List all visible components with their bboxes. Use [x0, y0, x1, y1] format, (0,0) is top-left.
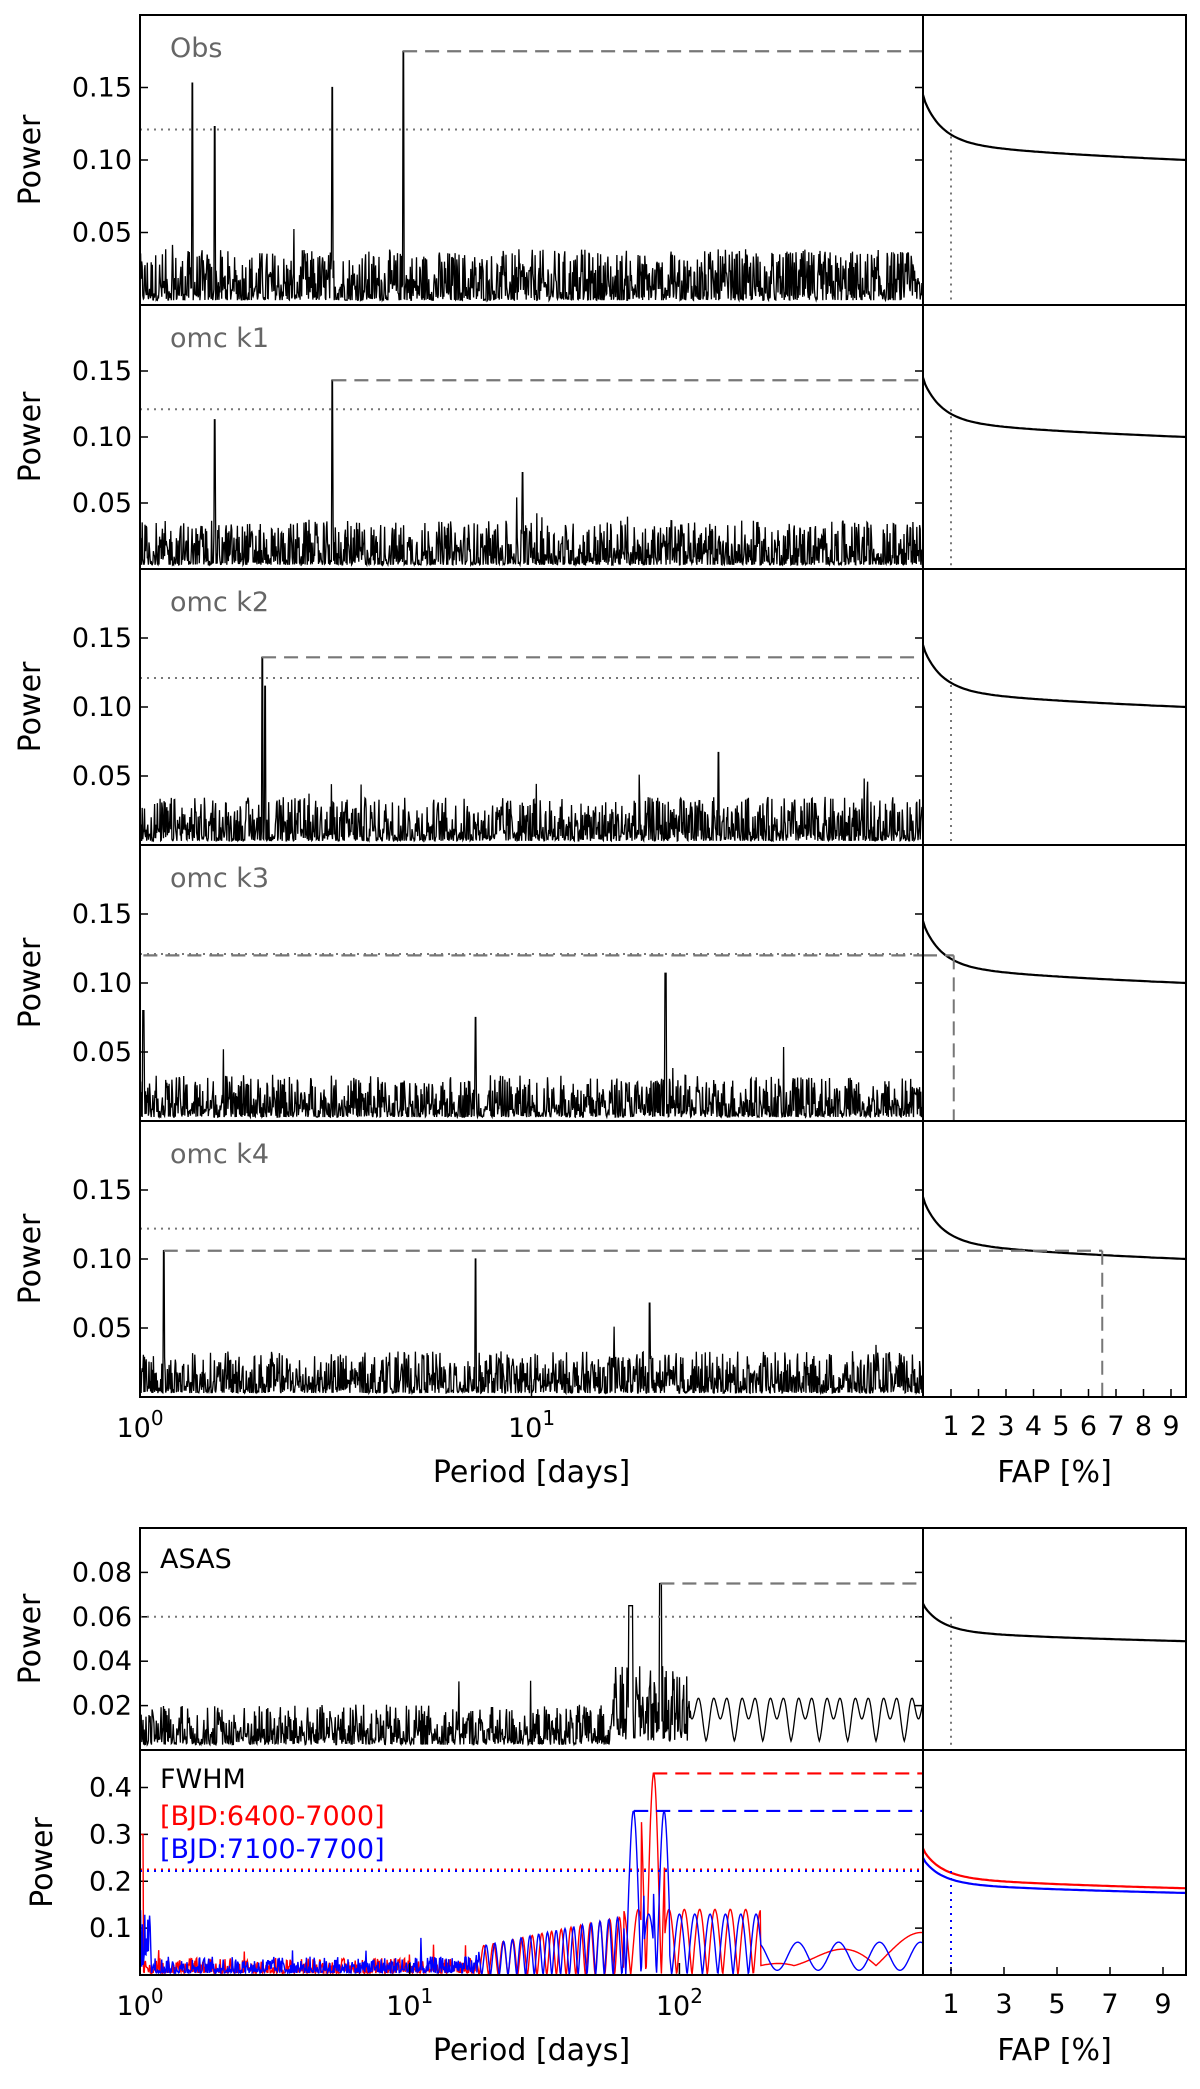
- x-axis-label: Period [days]: [433, 2033, 630, 2068]
- x-axis-label: Period [days]: [433, 1455, 630, 1490]
- y-tick-label: 0.15: [72, 73, 132, 104]
- fap-tick-label: 7: [1101, 1989, 1118, 2020]
- x-tick-label: 101: [386, 1984, 433, 2022]
- y-axis-label: Power: [13, 1213, 48, 1304]
- fap-curve: [923, 377, 1186, 439]
- y-axis-label: Power: [13, 937, 48, 1028]
- y-tick-label: 0.10: [72, 968, 132, 999]
- fap-curve: [923, 1196, 1186, 1261]
- y-axis-label: Power: [13, 1593, 48, 1684]
- periodogram-series: [140, 656, 923, 843]
- fap-tick-label: 5: [1048, 1989, 1065, 2020]
- fap-tick-label: 9: [1154, 1989, 1171, 2020]
- bottom-periodogram-group: 0.02 0.04 0.06 0.08 ASAS Power 0.1 0.2 0.3 0.4 [BJ…: [13, 1527, 1187, 2068]
- fap-frame: [922, 1749, 1187, 1976]
- y-tick-label: 0.15: [72, 899, 132, 930]
- fap-tick-label: 3: [997, 1411, 1014, 1442]
- fap-curve: [923, 1602, 1186, 1643]
- fap-tick-label: 3: [995, 1989, 1012, 2020]
- x-tick-label: 100: [116, 1984, 163, 2022]
- fap-tick-label: 8: [1135, 1411, 1152, 1442]
- panel-label: omc k3: [170, 863, 269, 894]
- y-tick-label: 0.05: [72, 1313, 132, 1344]
- periodogram-series: [140, 50, 923, 303]
- y-tick-label: 0.06: [72, 1602, 132, 1633]
- fap-tick-label: 5: [1052, 1411, 1069, 1442]
- top-periodogram-group: 0.05 0.10 0.15 Obs Power 0.05 0.10 0.15 omc k1 Po…: [13, 14, 1187, 1490]
- y-tick-label: 0.05: [72, 1037, 132, 1068]
- panel-label: ASAS: [160, 1544, 232, 1575]
- y-axis-label: Power: [13, 661, 48, 752]
- y-tick-label: 0.10: [72, 1244, 132, 1275]
- y-tick-label: 0.05: [72, 218, 132, 249]
- fap-frame: [922, 1120, 1187, 1398]
- panel-label: FWHM: [160, 1764, 246, 1795]
- periodogram-series: [140, 1250, 923, 1396]
- y-tick-label: 0.02: [72, 1691, 132, 1722]
- y-tick-label: 0.3: [89, 1819, 132, 1850]
- y-tick-label: 0.15: [72, 623, 132, 654]
- y-tick-label: 0.1: [89, 1913, 132, 1944]
- panel-Obs: 0.05 0.10 0.15 Obs Power: [13, 14, 1187, 306]
- y-tick-label: 0.15: [72, 356, 132, 387]
- legend-entry: [BJD:6400-7000]: [160, 1801, 385, 1832]
- y-tick-label: 0.10: [72, 692, 132, 723]
- fap-frame: [922, 1527, 1187, 1751]
- fap-axis-label: FAP [%]: [997, 1455, 1112, 1490]
- y-tick-label: 0.08: [72, 1557, 132, 1588]
- fap-tick-label: 6: [1080, 1411, 1097, 1442]
- fap-curve: [923, 1847, 1186, 1890]
- fap-tick-label: 1: [942, 1411, 959, 1442]
- legend-entry: [BJD:7100-7700]: [160, 1834, 385, 1865]
- panel-omc-k1: 0.05 0.10 0.15 omc k1 Power: [13, 304, 1187, 570]
- fap-tick-label: 2: [970, 1411, 987, 1442]
- y-tick-label: 0.15: [72, 1175, 132, 1206]
- fap-frame: [922, 844, 1187, 1122]
- panel-label: omc k2: [170, 587, 269, 618]
- panel-label: omc k4: [170, 1139, 269, 1170]
- y-axis-label: Power: [13, 391, 48, 482]
- fap-frame: [922, 304, 1187, 570]
- panel-omc-k3: 0.05 0.10 0.15 omc k3 Power: [13, 844, 1187, 1122]
- y-tick-label: 0.4: [89, 1773, 132, 1804]
- x-tick-label: 101: [508, 1406, 555, 1444]
- y-tick-label: 0.2: [89, 1866, 132, 1897]
- fap-curve: [923, 1857, 1186, 1895]
- periodogram-series: [140, 1582, 923, 1747]
- panel-label: omc k1: [170, 323, 269, 354]
- y-axis-label: Power: [13, 114, 48, 205]
- panel-label: Obs: [170, 33, 222, 64]
- fap-frame: [922, 568, 1187, 846]
- y-tick-label: 0.10: [72, 145, 132, 176]
- y-tick-label: 0.05: [72, 488, 132, 519]
- series-blue: [140, 1809, 923, 1975]
- fap-tick-label: 4: [1025, 1411, 1042, 1442]
- fap-tick-label: 9: [1162, 1411, 1179, 1442]
- x-tick-label: 100: [116, 1406, 163, 1444]
- fap-axis-label: FAP [%]: [997, 2033, 1112, 2068]
- periodogram-series: [140, 972, 923, 1120]
- y-axis-label: Power: [25, 1816, 60, 1907]
- fap-curve: [923, 644, 1186, 709]
- periodogram-series: [140, 379, 923, 568]
- fap-tick-label: 7: [1107, 1411, 1124, 1442]
- panel-omc-k4: 0.05 0.10 0.15 omc k4 Power: [13, 1120, 1187, 1398]
- panel-ASAS: 0.02 0.04 0.06 0.08 ASAS Power: [13, 1527, 1187, 1751]
- fap-tick-label: 1: [942, 1989, 959, 2020]
- x-tick-label: 102: [656, 1984, 703, 2022]
- series-red: [140, 1772, 923, 1975]
- y-tick-label: 0.10: [72, 422, 132, 453]
- fap-curve: [923, 920, 1186, 985]
- y-tick-label: 0.04: [72, 1646, 132, 1677]
- y-tick-label: 0.05: [72, 761, 132, 792]
- panel-omc-k2: 0.05 0.10 0.15 omc k2 Power: [13, 568, 1187, 846]
- panel-FWHM: 0.1 0.2 0.3 0.4 [BJD:6400-7000][BJD:7100-770…: [25, 1749, 1187, 1976]
- fap-curve: [923, 94, 1186, 162]
- fap-frame: [922, 14, 1187, 306]
